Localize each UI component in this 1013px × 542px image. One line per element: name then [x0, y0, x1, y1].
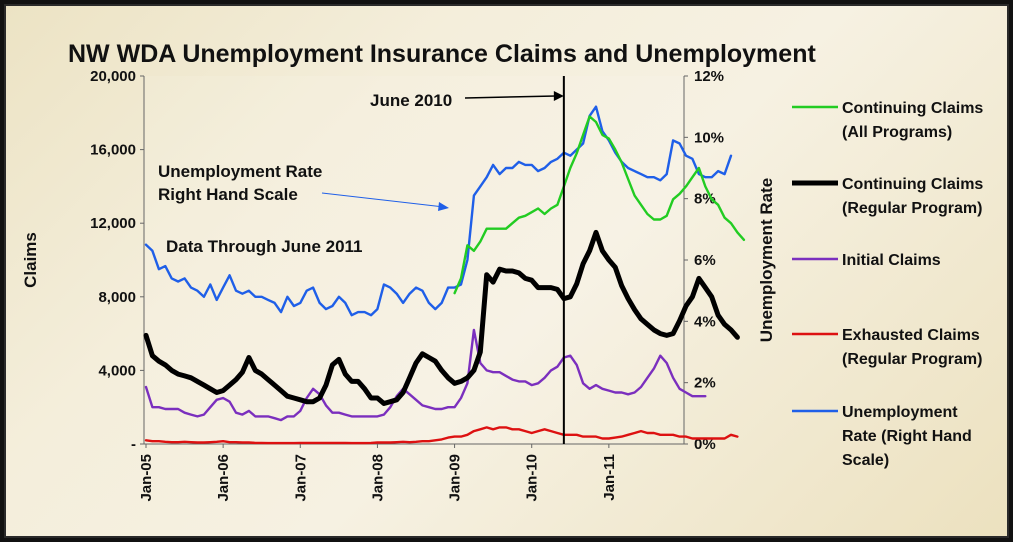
legend-label: (Regular Program)	[842, 200, 982, 217]
y-axis-label: Claims	[21, 232, 40, 288]
left-tick-label: -	[131, 436, 136, 453]
x-tick-label: Jan-09	[447, 454, 464, 502]
right-tick-label: 0%	[694, 436, 716, 453]
legend-label: Continuing Claims	[842, 176, 983, 193]
legend-label: Initial Claims	[842, 252, 941, 269]
data-through-label: Data Through June 2011	[166, 237, 363, 256]
left-tick-label: 12,000	[90, 215, 136, 232]
series-line-initial-claims	[144, 328, 707, 422]
series-line-continuing-claims-regular-program	[143, 229, 740, 406]
x-tick-label: Jan-08	[369, 454, 386, 502]
x-tick-label: Jan-06	[215, 454, 232, 502]
series-line-exhausted-claims-regular-program	[144, 426, 739, 445]
legend-label: (Regular Program)	[842, 351, 982, 368]
left-tick-label: 20,000	[90, 68, 136, 85]
rate-note-line1: Unemployment Rate	[158, 162, 322, 181]
right-tick-label: 2%	[694, 375, 716, 392]
right-tick-label: 4%	[694, 313, 716, 330]
y2-axis-label: Unemployment Rate	[757, 178, 776, 342]
legend-label: Unemployment	[842, 404, 958, 421]
june-2010-arrow	[464, 95, 556, 99]
june-2010-label: June 2010	[370, 91, 452, 110]
legend-label: Continuing Claims	[842, 100, 983, 117]
june-2010-arrowhead	[553, 91, 564, 101]
right-tick-label: 6%	[694, 252, 716, 269]
legend-label: Scale)	[842, 452, 889, 469]
rate-note-arrow	[321, 192, 445, 208]
chart-title: NW WDA Unemployment Insurance Claims and…	[68, 40, 816, 68]
x-tick-label: Jan-11	[601, 454, 618, 501]
legend-label: (All Programs)	[842, 124, 952, 141]
series-line-continuing-claims-all-programs	[453, 115, 746, 295]
x-tick-label: Jan-05	[138, 454, 155, 502]
rate-note-line2: Right Hand Scale	[158, 185, 298, 204]
left-tick-label: 4,000	[98, 362, 136, 379]
series-line-unemployment-rate-right-hand-scale	[144, 105, 733, 317]
legend-label: Exhausted Claims	[842, 327, 980, 344]
legend-label: Rate (Right Hand	[842, 428, 972, 445]
right-tick-label: 12%	[694, 68, 724, 85]
right-tick-label: 10%	[694, 129, 724, 146]
left-tick-label: 16,000	[90, 142, 136, 159]
rate-note-arrowhead	[438, 202, 449, 211]
x-tick-label: Jan-07	[292, 454, 309, 502]
left-tick-label: 8,000	[98, 289, 136, 306]
x-tick-label: Jan-10	[524, 454, 541, 502]
